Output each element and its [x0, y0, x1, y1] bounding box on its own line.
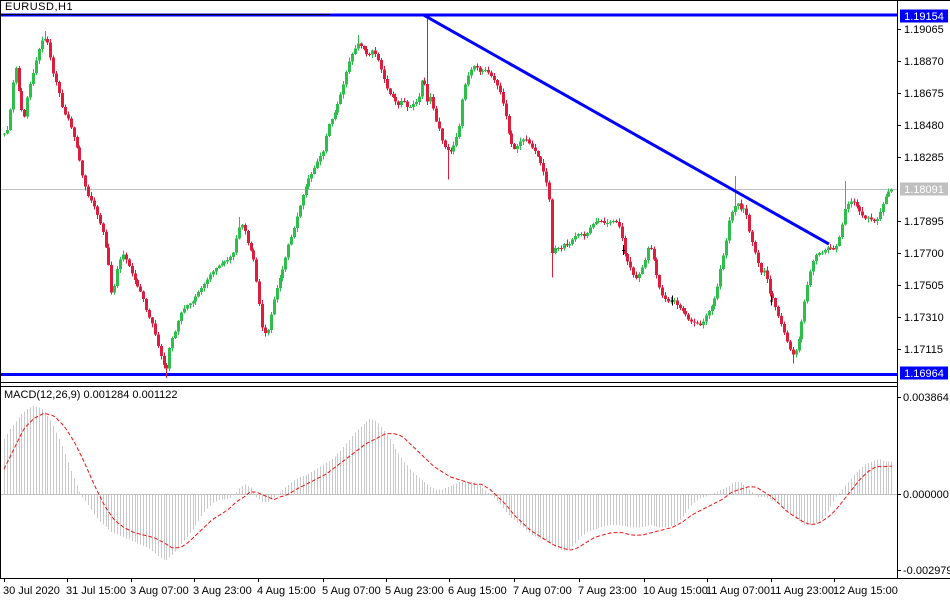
price-tick-label: 1.17895 [904, 216, 944, 228]
horizontal-line-objects[interactable] [0, 13, 897, 376]
macd-axis[interactable]: 0.003864 0.000000 -0.002979 [897, 392, 950, 577]
price-tick-label: 1.17505 [904, 280, 944, 292]
time-tick-label: 11 Aug 07:00 [706, 585, 770, 597]
price-tick-label: 1.19065 [904, 24, 944, 36]
macd-tick-label: 0.000000 [903, 489, 949, 501]
price-tag-1.18091: 1.18091 [900, 182, 948, 196]
price-tick-label: 1.18480 [904, 120, 944, 132]
symbol-label-underline [0, 14, 330, 15]
macd-indicator-label: MACD(12,26,9) 0.001284 0.001122 [4, 389, 178, 401]
doji-marks [622, 244, 773, 306]
pane-borders [0, 0, 950, 579]
time-axis[interactable]: 30 Jul 2020 31 Jul 15:00 3 Aug 07:00 3 Aug … [3, 578, 898, 597]
macd-tick-label: 0.003864 [903, 392, 949, 404]
macd-tick-label: -0.002979 [903, 565, 950, 577]
time-tick-label: 6 Aug 15:00 [448, 585, 507, 597]
time-tick-label: 5 Aug 07:00 [322, 585, 381, 597]
time-tick-label: 10 Aug 15:00 [643, 585, 708, 597]
trendline-object[interactable] [422, 13, 830, 246]
macd-signal-line [3, 413, 893, 551]
symbol-timeframe-label: EURUSD,H1 [5, 1, 74, 13]
time-tick-label: 12 Aug 15:00 [833, 585, 898, 597]
time-tick-label: 5 Aug 23:00 [385, 585, 444, 597]
price-axis[interactable]: 1.19065 1.18870 1.18675 1.18480 1.18285 1.178… [897, 24, 944, 356]
time-tick-label: 4 Aug 15:00 [257, 585, 316, 597]
time-tick-label: 31 Jul 15:00 [66, 585, 126, 597]
price-tag-1.19154: 1.19154 [900, 9, 948, 23]
price-tag-1.16964: 1.16964 [900, 366, 948, 380]
time-tick-label: 7 Aug 23:00 [578, 585, 637, 597]
time-tick-label: 3 Aug 23:00 [193, 585, 252, 597]
price-tick-label: 1.17310 [904, 312, 944, 324]
time-tick-label: 7 Aug 07:00 [513, 585, 572, 597]
price-tick-label: 1.17700 [904, 248, 944, 260]
time-tick-label: 30 Jul 2020 [3, 585, 60, 597]
price-tick-label: 1.18285 [904, 152, 944, 164]
price-tag-text: 1.18091 [904, 184, 944, 196]
price-tick-label: 1.17115 [904, 344, 943, 356]
price-tick-label: 1.18870 [904, 56, 944, 68]
candlesticks [3, 17, 893, 378]
time-tick-label: 3 Aug 07:00 [130, 585, 189, 597]
time-tick-label: 11 Aug 23:00 [770, 585, 834, 597]
price-tag-text: 1.19154 [904, 11, 944, 23]
macd-histogram [0, 406, 897, 561]
price-tick-label: 1.18675 [904, 88, 944, 100]
price-tag-text: 1.16964 [904, 368, 944, 380]
